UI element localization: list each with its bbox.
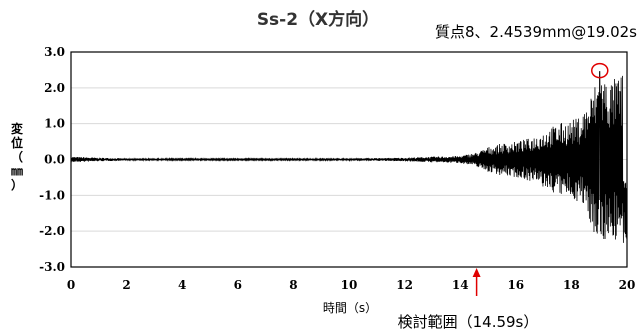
x-tick-label: 20 xyxy=(619,278,636,292)
x-tick-label: 6 xyxy=(234,278,242,292)
x-tick-label: 18 xyxy=(563,278,580,292)
y-tick-label: 0.0 xyxy=(44,153,65,167)
y-tick-label: 1.0 xyxy=(44,117,65,131)
x-tick-label: 4 xyxy=(178,278,186,292)
peak-marker xyxy=(591,62,609,79)
x-tick-label: 12 xyxy=(396,278,413,292)
x-axis-label: 時間（s） xyxy=(323,301,377,315)
peak-annotation: 質点8、2.4539mm@19.02s xyxy=(435,23,637,41)
x-tick-label: 0 xyxy=(67,278,75,292)
plot-frame xyxy=(70,51,628,268)
x-tick-label: 16 xyxy=(507,278,524,292)
x-tick-label: 2 xyxy=(122,278,130,292)
y-tick-labels: 3.0 2.0 1.0 0.0 -1.0 -2.0 -3.0 xyxy=(39,45,65,274)
x-tick-label: 10 xyxy=(341,278,358,292)
chart-title: Ss-2（X方向） xyxy=(257,9,379,30)
y-tick-label: -2.0 xyxy=(39,224,65,238)
range-arrow-head xyxy=(472,268,481,277)
range-annotation: 検討範囲（14.59s） xyxy=(398,313,539,331)
y-axis-label: 変位（㎜） xyxy=(11,121,24,192)
y-tick-label: -1.0 xyxy=(39,188,65,202)
x-tick-label: 8 xyxy=(289,278,297,292)
y-tick-label: 2.0 xyxy=(44,81,65,95)
x-tick-label: 14 xyxy=(452,278,469,292)
series-line xyxy=(70,71,628,243)
y-tick-label: -3.0 xyxy=(39,260,65,274)
x-tick-labels: 0 2 4 6 8 10 12 14 16 18 20 xyxy=(67,278,636,292)
y-tick-label: 3.0 xyxy=(44,45,65,59)
